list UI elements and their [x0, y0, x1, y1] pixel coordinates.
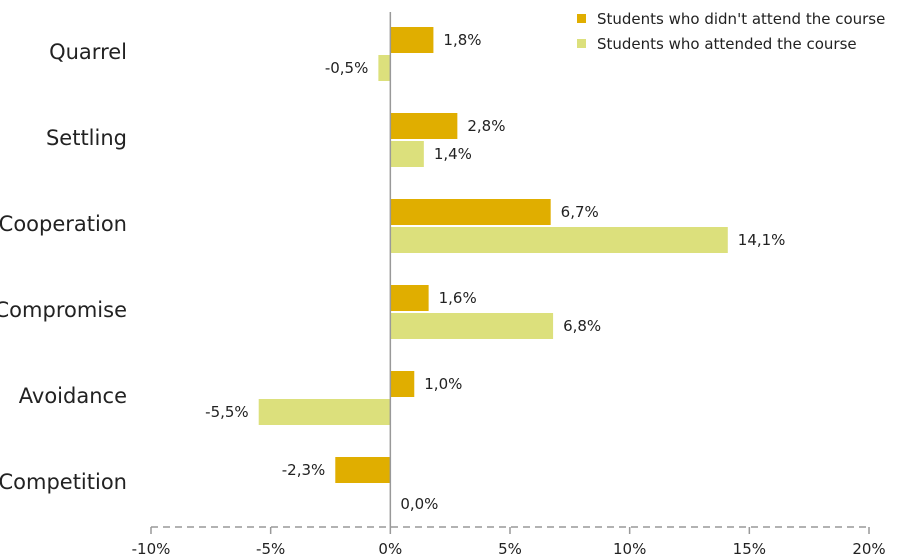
bar-settling-series-2 [390, 141, 424, 167]
category-label-settling: Settling [46, 126, 127, 150]
category-label-cooperation: Cooperation [0, 212, 127, 236]
value-label-competition-series-1: -2,3% [282, 461, 326, 479]
value-label-avoidance-series-1: 1,0% [424, 375, 462, 393]
value-label-settling-series-1: 2,8% [467, 117, 505, 135]
category-labels-layer: Quarrel Settling Cooperation Compromise Avoi… [0, 40, 127, 494]
category-label-quarrel: Quarrel [49, 40, 127, 64]
x-tick-label: 20% [852, 540, 885, 558]
value-label-compromise-series-1: 1,6% [439, 289, 477, 307]
category-label-compromise: Compromise [0, 298, 127, 322]
x-tick-label: 0% [378, 540, 402, 558]
x-axis-ticks: -10% -5% 0% 5% 10% 15% 20% [132, 527, 886, 558]
legend: Students who didn't attend the course Stu… [577, 10, 885, 53]
legend-label-series-2: Students who attended the course [597, 35, 857, 53]
category-label-competition: Competition [0, 470, 127, 494]
bar-quarrel-series-2 [378, 55, 391, 81]
bar-cooperation-series-1 [390, 199, 551, 225]
bar-settling-series-1 [390, 113, 458, 139]
bar-quarrel-series-1 [390, 27, 434, 53]
bars-layer [258, 27, 728, 483]
value-label-cooperation-series-1: 6,7% [561, 203, 599, 221]
value-label-quarrel-series-1: 1,8% [443, 31, 481, 49]
legend-label-series-1: Students who didn't attend the course [597, 10, 885, 28]
value-label-avoidance-series-2: -5,5% [205, 403, 249, 421]
value-label-cooperation-series-2: 14,1% [738, 231, 786, 249]
x-tick-label: -5% [256, 540, 285, 558]
value-label-quarrel-series-2: -0,5% [325, 59, 369, 77]
x-tick-label: -10% [132, 540, 171, 558]
value-label-competition-series-2: 0,0% [400, 495, 438, 513]
value-labels-layer: 1,8% -0,5% 2,8% 1,4% 6,7% 14,1% 1,6% 6,8% 1,0% -5… [205, 31, 785, 513]
bar-compromise-series-2 [390, 313, 554, 339]
bar-cooperation-series-2 [390, 227, 728, 253]
bar-competition-series-1 [335, 457, 391, 483]
value-label-settling-series-2: 1,4% [434, 145, 472, 163]
x-tick-label: 5% [498, 540, 522, 558]
x-tick-label: 10% [613, 540, 646, 558]
category-label-avoidance: Avoidance [19, 384, 127, 408]
bar-avoidance-series-2 [258, 399, 391, 425]
x-tick-label: 15% [733, 540, 766, 558]
bar-avoidance-series-1 [390, 371, 415, 397]
legend-swatch-series-2 [577, 39, 586, 48]
legend-swatch-series-1 [577, 14, 586, 23]
value-label-compromise-series-2: 6,8% [563, 317, 601, 335]
bar-compromise-series-1 [390, 285, 429, 311]
